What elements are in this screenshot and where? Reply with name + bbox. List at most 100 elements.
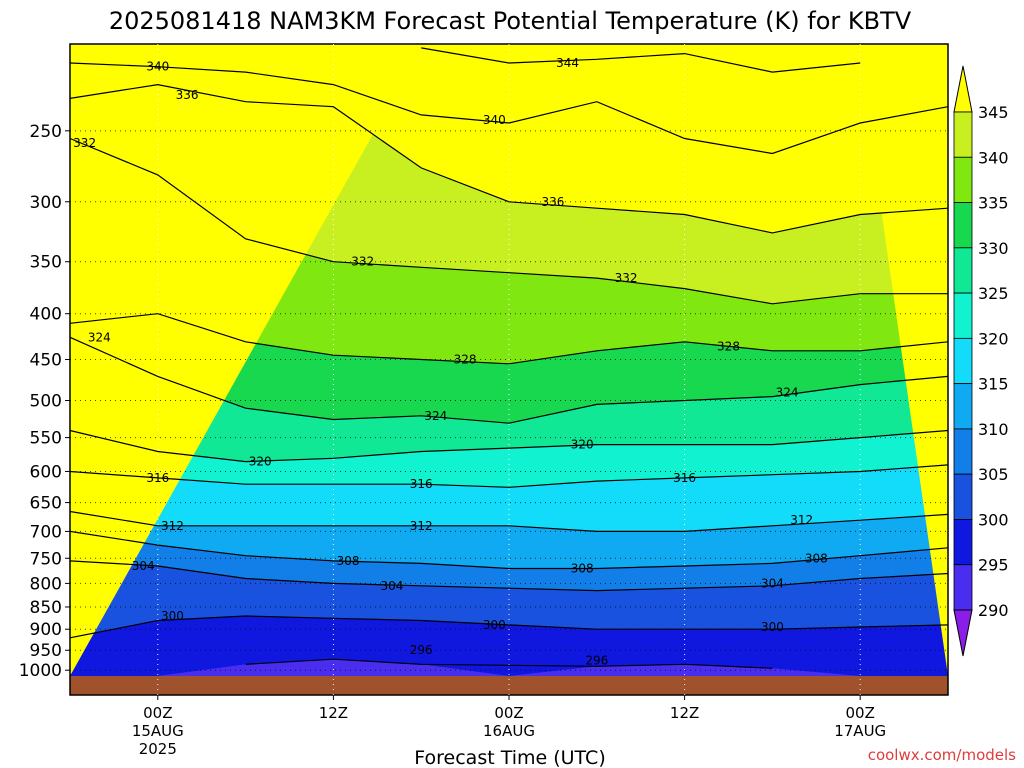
- isotherm-328: [69, 313, 949, 365]
- x-tick-label: 17AUG: [834, 722, 886, 740]
- y-tick-label: 700: [30, 522, 62, 542]
- y-tick-label: 450: [30, 351, 62, 371]
- isotherm-label: 320: [249, 455, 272, 469]
- colorbar-label: 315: [978, 375, 1009, 394]
- x-tick-label: 15AUG: [132, 722, 184, 740]
- isotherm-label: 336: [176, 88, 199, 102]
- temperature-band-344: [70, 44, 948, 676]
- isotherm-316: [69, 464, 949, 488]
- isotherm-label: 304: [380, 579, 403, 593]
- colorbar-segment: [953, 519, 973, 566]
- y-tick-label: 500: [30, 392, 62, 412]
- isotherm-label: 344: [556, 56, 579, 70]
- isotherm-label: 332: [351, 255, 374, 269]
- isotherm-332: [69, 137, 948, 305]
- y-tick-label: 350: [30, 253, 62, 273]
- isotherm-label: 304: [132, 559, 155, 573]
- isotherm-296: [245, 658, 773, 669]
- x-tick-label: 12Z: [670, 704, 699, 722]
- y-tick-label: 300: [30, 193, 62, 213]
- isotherm-label: 308: [571, 562, 594, 576]
- isotherm-336: [69, 83, 949, 234]
- colorbar: 345 340 335 330 325 320 315 310 305 300 295 290: [953, 65, 1009, 657]
- y-tick-label: 750: [30, 549, 62, 569]
- isotherm-label: 336: [541, 195, 564, 209]
- isotherm-label: 296: [585, 653, 608, 667]
- colorbar-segment: [953, 247, 973, 294]
- isotherm-344: [421, 47, 861, 73]
- y-tick-label: 900: [30, 620, 62, 640]
- colorbar-label: 325: [978, 284, 1009, 303]
- colorbar-label: 300: [978, 510, 1009, 529]
- x-tick-label: 00Z: [846, 704, 875, 722]
- colorbar-label: 310: [978, 420, 1009, 439]
- y-tick-label: 950: [30, 641, 62, 661]
- colorbar-segment: [953, 383, 973, 430]
- x-tick-label: 16AUG: [483, 722, 535, 740]
- colorbar-segment: [953, 111, 973, 158]
- colorbar-label: 345: [978, 103, 1009, 122]
- colorbar-min-arrow: [953, 609, 973, 657]
- isotherm-label: 324: [776, 386, 799, 400]
- grid: [70, 44, 948, 695]
- isotherm-label: 316: [146, 471, 169, 485]
- x-axis-label: Forecast Time (UTC): [414, 747, 605, 768]
- colorbar-segment: [953, 473, 973, 520]
- isotherm-label: 320: [571, 438, 594, 452]
- colorbar-segment: [953, 202, 973, 249]
- colorbar-label: 320: [978, 329, 1009, 348]
- isotherm-312: [69, 510, 949, 532]
- colorbar-segment: [953, 156, 973, 203]
- isotherm-label: 304: [761, 576, 784, 590]
- isotherm-label: 332: [615, 271, 638, 285]
- colorbar-label: 335: [978, 194, 1009, 213]
- isotherm-label: 300: [483, 618, 506, 632]
- isotherm-label: 332: [73, 136, 96, 150]
- plot-area: [69, 43, 949, 696]
- isotherm-label: 300: [761, 620, 784, 634]
- y-tick-label: 250: [30, 122, 62, 142]
- isotherm-label: 308: [805, 551, 828, 565]
- isotherm-300: [69, 615, 949, 639]
- colorbar-label: 290: [978, 601, 1009, 620]
- isotherm-308: [69, 530, 949, 570]
- y-axis: 2503003504004505005506006507007508008509…: [19, 122, 70, 681]
- isotherm-label: 296: [410, 643, 433, 657]
- isotherm-label: 300: [161, 609, 184, 623]
- isotherm-label: 328: [454, 353, 477, 367]
- credit-text: coolwx.com/models: [868, 746, 1016, 764]
- colorbar-segment: [953, 292, 973, 339]
- chart-title: 2025081418 NAM3KM Forecast Potential Tem…: [109, 7, 912, 35]
- colorbar-segment: [953, 337, 973, 385]
- y-tick-label: 650: [30, 494, 62, 514]
- isotherm-304: [69, 560, 949, 592]
- isotherm-label: 312: [161, 519, 184, 533]
- y-tick-label: 800: [30, 574, 62, 594]
- isotherm-lines: 296 296 300 300 300 304 304 304 308 308 308 312 312 3…: [69, 47, 949, 669]
- isotherm-324: [69, 336, 949, 424]
- y-tick-label: 1000: [19, 661, 62, 681]
- y-tick-label: 550: [30, 429, 62, 449]
- colorbar-max-arrow: [953, 65, 973, 113]
- y-tick-label: 400: [30, 305, 62, 325]
- colorbar-label: 295: [978, 556, 1009, 575]
- isotherm-label: 316: [673, 471, 696, 485]
- colorbar-label: 330: [978, 239, 1009, 258]
- isotherm-label: 312: [790, 513, 813, 527]
- isotherm-label: 324: [88, 330, 111, 344]
- colorbar-label: 340: [978, 148, 1009, 167]
- isotherm-label: 328: [717, 339, 740, 353]
- isotherm-label: 324: [424, 409, 447, 423]
- colorbar-segment: [953, 428, 973, 475]
- isotherm-label: 308: [337, 554, 360, 568]
- isotherm-label: 316: [410, 477, 433, 491]
- x-tick-label: 00Z: [143, 704, 172, 722]
- isotherm-label: 340: [146, 60, 169, 74]
- isotherm-label: 340: [483, 113, 506, 127]
- x-tick-label: 00Z: [494, 704, 523, 722]
- surface-band: [70, 676, 948, 695]
- colorbar-segment: [953, 564, 973, 611]
- isotherm-320: [69, 429, 949, 463]
